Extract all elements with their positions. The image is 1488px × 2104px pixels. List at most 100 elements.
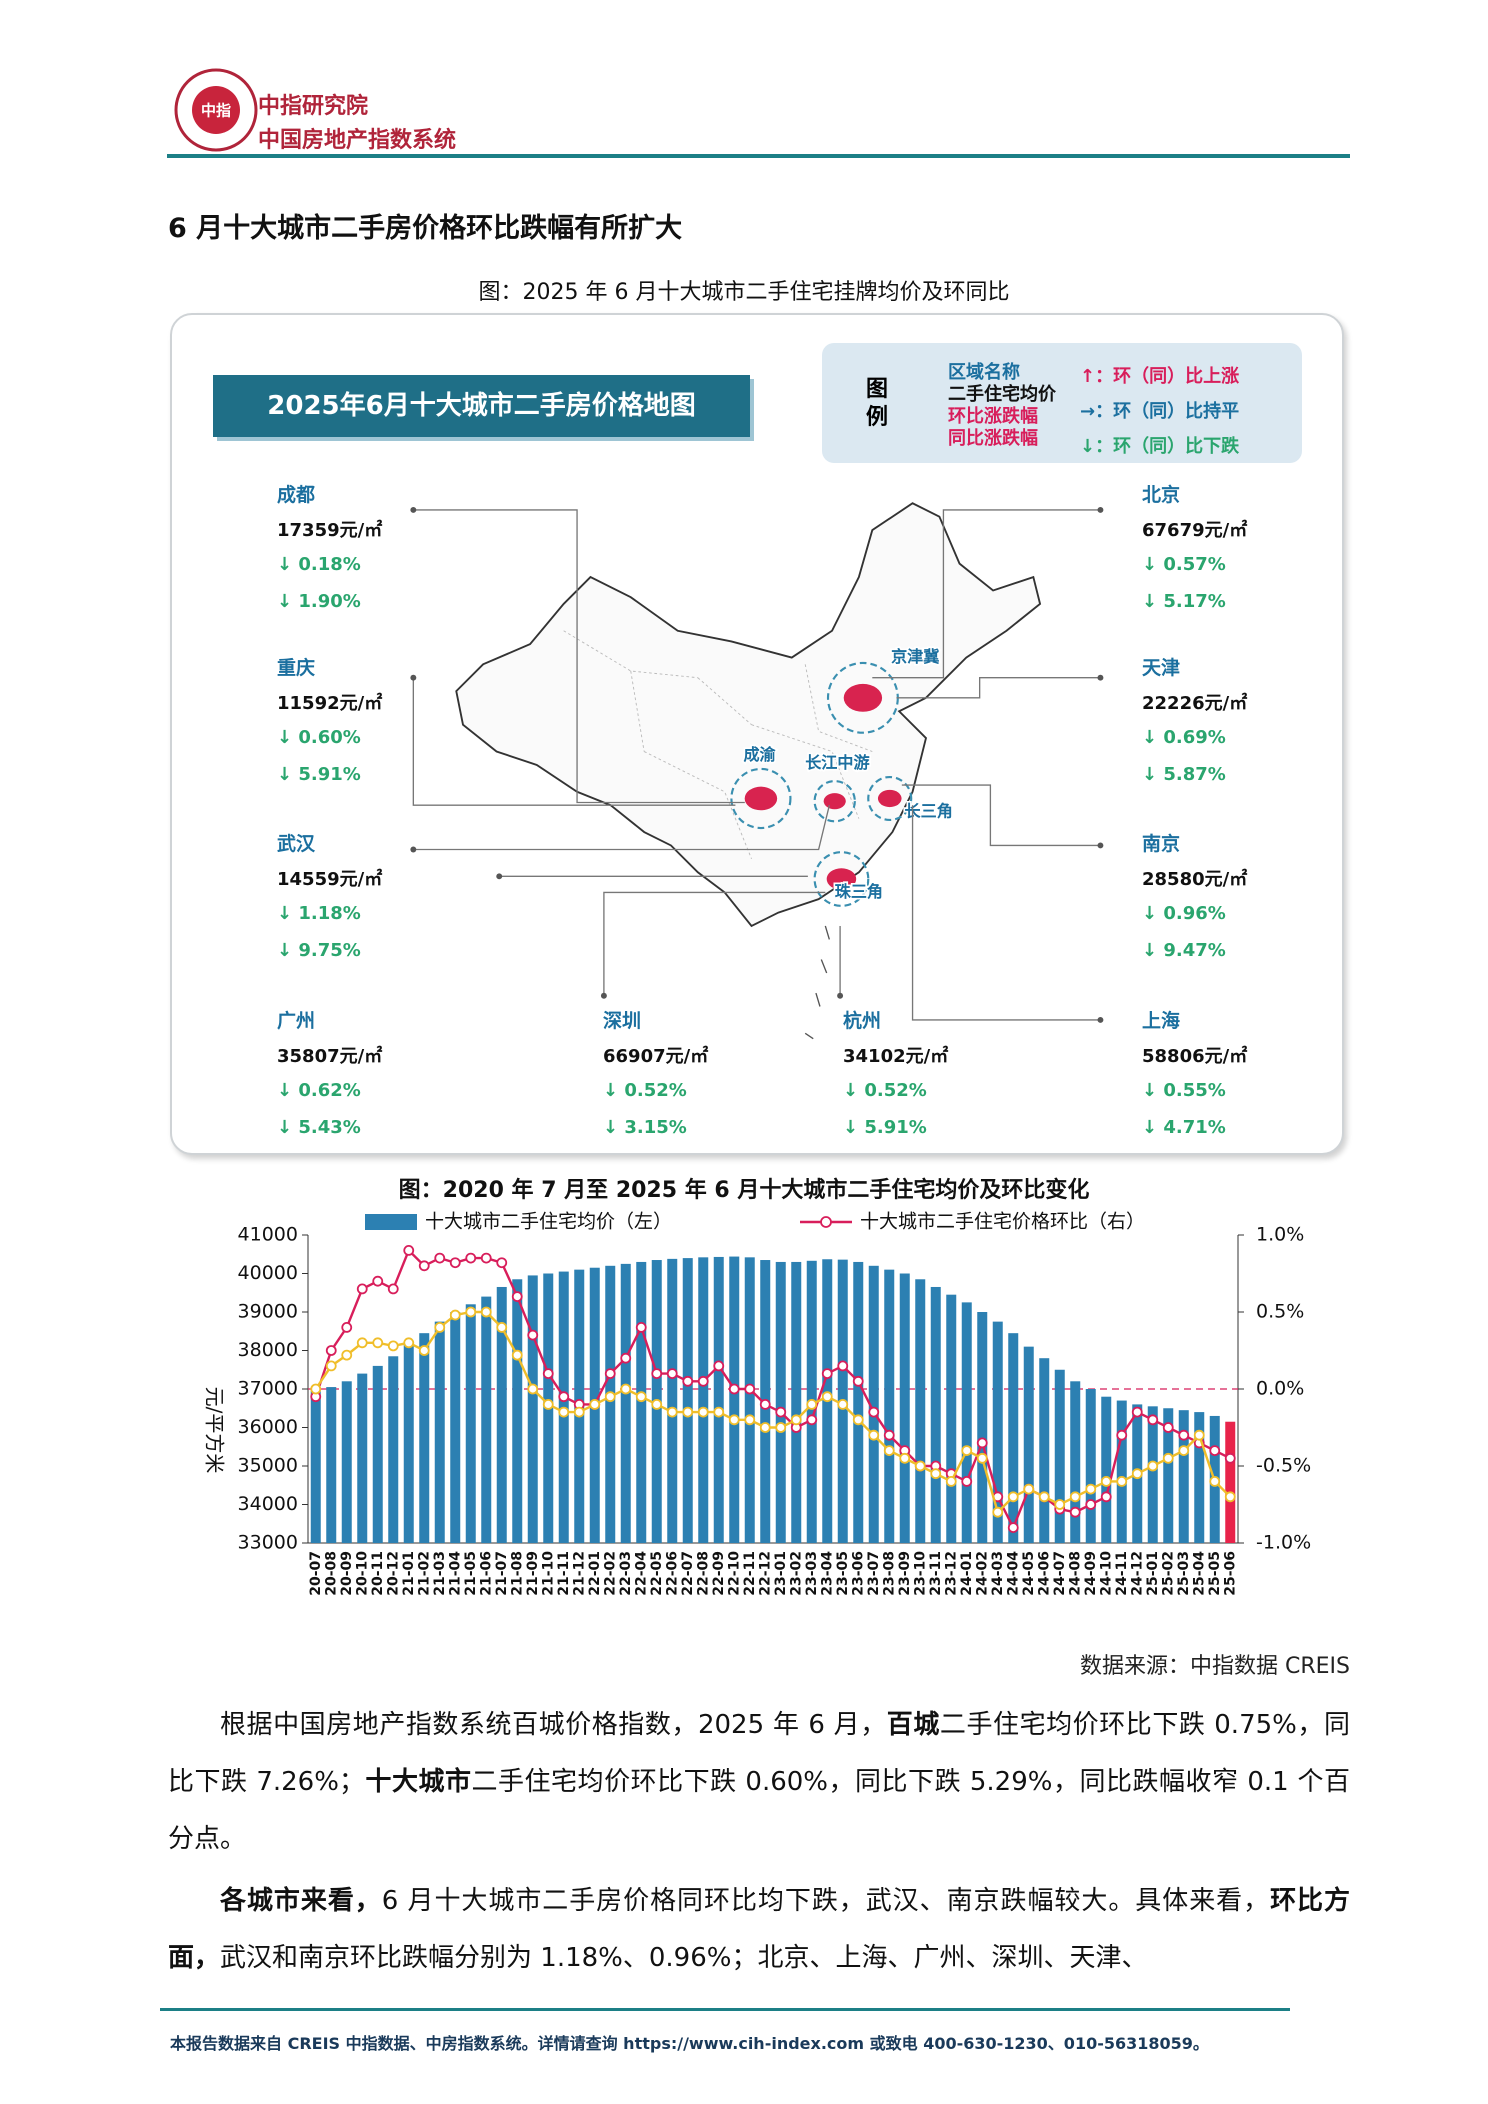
city-price: 14559元/㎡ <box>277 869 383 890</box>
region-label: 珠三角 <box>835 882 883 901</box>
city-price: 17359元/㎡ <box>277 520 383 541</box>
connector <box>413 509 745 804</box>
bar <box>388 1356 399 1543</box>
logo-text: 中指 <box>201 102 231 120</box>
bar <box>791 1261 802 1543</box>
bar <box>1039 1358 1050 1543</box>
city-yoy: ↓ 5.91% <box>277 764 361 785</box>
city-yoy: ↓ 5.43% <box>277 1117 361 1138</box>
bold-text: 各城市来看， <box>220 1886 382 1916</box>
x-tick-label: 21-05 <box>463 1551 479 1596</box>
region-label: 长三角 <box>905 801 953 820</box>
line-marker <box>1209 1445 1221 1457</box>
line-marker <box>527 1383 539 1395</box>
city-yoy: ↓ 1.90% <box>277 591 361 612</box>
line-marker <box>387 1340 399 1352</box>
city-price: 66907元/㎡ <box>603 1046 709 1067</box>
x-tick-label: 24-07 <box>1052 1551 1068 1596</box>
x-tick-label: 20-10 <box>354 1551 370 1596</box>
paragraph: 根据中国房地产指数系统百城价格指数，2025 年 6 月，百城二手住宅均价环比下… <box>168 1697 1350 1868</box>
line-marker <box>930 1468 942 1480</box>
city-mom: ↓ 0.55% <box>1142 1080 1226 1101</box>
line-marker <box>666 1406 678 1418</box>
bar <box>853 1261 864 1543</box>
heading: 6 月十大城市二手房价格环比跌幅有所扩大 <box>168 213 683 244</box>
line-marker <box>496 1322 508 1333</box>
line-marker <box>1178 1429 1190 1441</box>
city-block: 南京 28580元/㎡ ↓ 0.96% ↓ 9.47% <box>1142 829 1247 977</box>
y-tick-label: 35000 <box>238 1455 298 1477</box>
footer-rule <box>160 2008 1290 2011</box>
chart: 33000 34000 35000 36000 37000 38000 39000 40000… <box>203 1211 1312 1596</box>
legend-symbol: →：环（同）比持平 <box>1080 401 1240 422</box>
connector <box>911 805 1101 1021</box>
text: 根据中国房地产指数系统百城价格指数，2025 年 6 月， <box>220 1710 887 1740</box>
line-marker <box>976 1437 988 1449</box>
y2-tick-label: 0.0% <box>1256 1378 1304 1400</box>
x-tick-label: 20-09 <box>339 1551 355 1596</box>
connector <box>412 677 736 806</box>
line-marker <box>1038 1491 1050 1503</box>
x-tick-label: 22-11 <box>742 1551 758 1596</box>
legend-label: 十大城市二手住宅价格环比（右） <box>860 1211 1145 1233</box>
text: 武汉和南京环比跌幅分别为 1.18%、0.96%；北京、上海、广州、深圳、天津、 <box>220 1943 1148 1973</box>
bar <box>977 1312 988 1543</box>
city-price: 11592元/㎡ <box>277 693 383 714</box>
line-marker <box>697 1375 709 1387</box>
bold-text: 百城 <box>886 1710 940 1740</box>
bold-text: 环比方面， <box>168 1886 1350 1973</box>
line-marker <box>418 1345 430 1356</box>
line-marker <box>573 1406 585 1418</box>
city-name: 杭州 <box>843 1010 882 1032</box>
bar <box>713 1256 724 1543</box>
x-tick-label: 24-11 <box>1114 1551 1130 1596</box>
region-area <box>826 868 857 890</box>
connector <box>896 677 1101 699</box>
city-name: 重庆 <box>277 657 316 679</box>
legend-item: 同比涨跌幅 <box>948 428 1038 449</box>
figure-caption: 图：2025 年 6 月十大城市二手住宅挂牌均价及环同比 <box>478 280 1010 305</box>
islands <box>804 925 830 1040</box>
city-name: 深圳 <box>603 1010 642 1032</box>
city-mom: ↓ 0.96% <box>1142 903 1226 924</box>
city-yoy: ↓ 5.91% <box>843 1117 927 1138</box>
line-marker <box>542 1398 554 1410</box>
line-marker <box>976 1452 988 1464</box>
line-marker <box>542 1368 554 1380</box>
city-block: 天津 22226元/㎡ ↓ 0.69% ↓ 5.87% <box>1142 653 1247 801</box>
line-marker <box>480 1306 492 1318</box>
line-marker <box>744 1383 756 1395</box>
city-block: 重庆 11592元/㎡ ↓ 0.60% ↓ 5.91% <box>277 653 382 801</box>
line-marker <box>821 1391 833 1403</box>
x-tick-label: 25-04 <box>1191 1551 1207 1596</box>
line-marker <box>1224 1452 1236 1464</box>
y-tick-label: 34000 <box>238 1493 298 1515</box>
text: 二手住宅均价环比下跌 0.60%，同比下跌 5.29%，同比跌幅收窄 0.1 个… <box>168 1767 1350 1854</box>
line-marker <box>837 1360 849 1372</box>
paragraph: 各城市来看，6 月十大城市二手房价格同环比均下跌，武汉、南京跌幅较大。具体来看，… <box>168 1873 1350 1987</box>
line-marker <box>341 1322 353 1333</box>
line-marker <box>697 1406 709 1418</box>
connector-dot <box>1097 674 1104 681</box>
city-price: 28580元/㎡ <box>1142 869 1248 890</box>
line-marker <box>511 1349 523 1361</box>
line-marker <box>806 1398 818 1410</box>
bar <box>496 1286 507 1543</box>
line-marker <box>403 1245 415 1256</box>
region-area <box>823 793 846 810</box>
city-yoy: ↓ 3.15% <box>603 1117 687 1138</box>
line-marker <box>821 1368 833 1380</box>
legend-title: 图例 <box>866 377 889 430</box>
line-marker <box>1023 1483 1035 1495</box>
bar <box>667 1258 678 1543</box>
city-mom: ↓ 0.60% <box>277 727 361 748</box>
bar <box>884 1269 895 1543</box>
bar <box>310 1390 321 1543</box>
line-marker <box>403 1337 415 1349</box>
header-rule <box>167 154 1350 158</box>
bar <box>1023 1346 1034 1543</box>
x-tick-label: 21-03 <box>432 1551 448 1596</box>
bar <box>1070 1381 1081 1543</box>
line-marker <box>1116 1429 1128 1441</box>
